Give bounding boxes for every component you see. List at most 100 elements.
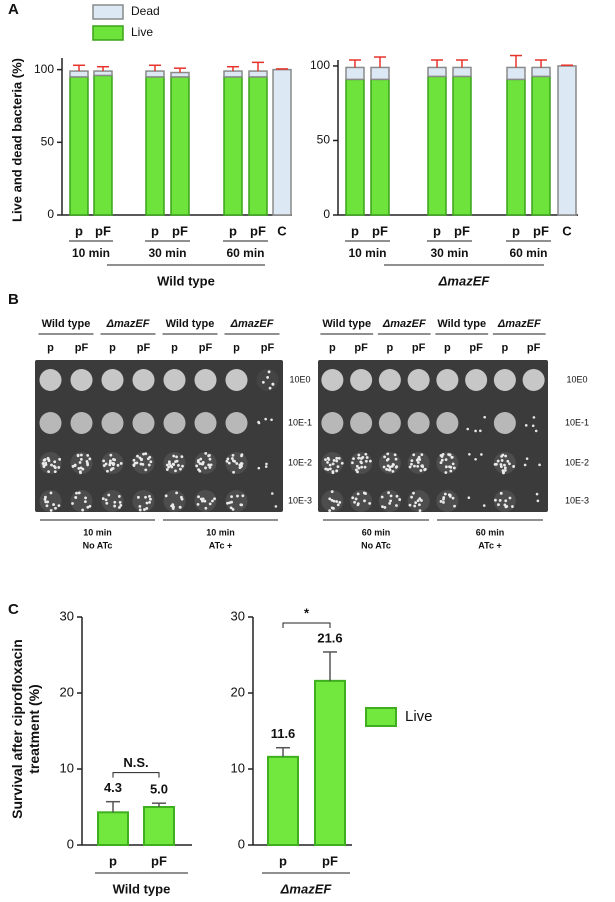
colony (353, 500, 357, 504)
colony (531, 424, 535, 428)
colony (240, 503, 244, 507)
panel-label: A (8, 1, 19, 18)
colony (257, 466, 261, 470)
spot (350, 412, 373, 434)
colony (86, 505, 90, 509)
colony (420, 453, 424, 457)
spot (101, 369, 124, 391)
colony (54, 506, 57, 510)
bar-segment (170, 71, 190, 78)
lane-label: pF (354, 342, 368, 354)
colony (264, 465, 268, 468)
bar-segment (452, 66, 472, 78)
colony (231, 459, 235, 463)
colony (44, 495, 47, 499)
spot (321, 412, 344, 434)
colony (444, 471, 448, 474)
lane-label: p (329, 342, 336, 354)
x-tick-label: pF (172, 223, 188, 238)
colony (423, 468, 427, 472)
colony (172, 454, 176, 458)
colony (77, 466, 81, 470)
dilution-label: 10E-3 (565, 495, 589, 505)
colony (165, 468, 169, 471)
legend-swatch (365, 707, 397, 727)
colony (179, 467, 182, 471)
colony (412, 453, 416, 457)
condition-time: 60 min (476, 527, 505, 537)
error-bar (374, 56, 386, 68)
y-axis-label: Survival after ciprofloxacin treatment (… (9, 639, 42, 819)
colony (493, 498, 497, 502)
colony (499, 465, 503, 469)
colony (386, 452, 390, 456)
x-axis-label: ΔmazEF (280, 881, 333, 896)
x-axis-label: ΔmazEF (438, 273, 491, 288)
colony (45, 504, 49, 508)
colony (175, 455, 178, 459)
colony (81, 467, 85, 471)
colony (330, 490, 334, 494)
colony (363, 499, 366, 503)
spot (101, 490, 124, 512)
colony (270, 418, 273, 422)
colony (111, 461, 115, 465)
x-tick-label: p (151, 223, 159, 238)
colony (231, 453, 235, 457)
annotation: * (304, 605, 310, 620)
lane-label: p (233, 342, 240, 354)
colony (132, 458, 136, 462)
colony (408, 503, 412, 507)
colony (47, 470, 51, 474)
colony (53, 470, 57, 474)
colony (501, 453, 505, 457)
colony (208, 502, 212, 506)
spot (225, 369, 248, 391)
colony (453, 504, 456, 508)
bar-segment (506, 78, 526, 216)
colony (354, 468, 358, 472)
colony (340, 461, 344, 465)
legend-label: Live (131, 25, 153, 39)
spot (522, 369, 545, 391)
colony (337, 456, 341, 460)
spot (39, 490, 62, 512)
colony (43, 497, 47, 501)
y-tick-label: 30 (60, 608, 74, 623)
colony (195, 464, 199, 468)
colony (474, 429, 477, 433)
colony (364, 459, 368, 463)
spot (256, 369, 279, 391)
colony (238, 466, 242, 469)
colony (232, 470, 235, 474)
colony (363, 465, 367, 469)
bar-segment (248, 76, 268, 216)
spot (407, 369, 430, 391)
bar-segment (345, 78, 365, 216)
colony (88, 457, 92, 461)
colony (497, 503, 500, 507)
lane-label: pF (469, 342, 483, 354)
colony (482, 504, 486, 507)
colony (175, 491, 179, 495)
error-bar (323, 651, 337, 681)
colony (442, 501, 445, 504)
y-tick-label: 0 (238, 836, 245, 851)
colony (145, 507, 149, 510)
colony (141, 462, 145, 466)
bar-segment (557, 65, 577, 216)
colony (140, 457, 144, 461)
spot (70, 369, 93, 391)
dilution-label: 10E0 (566, 374, 587, 384)
significance-bracket (282, 622, 331, 628)
bar-segment (345, 66, 365, 81)
bar-segment (531, 66, 551, 78)
colony (76, 453, 80, 457)
bar-segment (223, 76, 243, 216)
colony (209, 463, 213, 467)
colony (180, 455, 184, 459)
colony (523, 463, 527, 467)
colony (420, 464, 424, 468)
colony (118, 506, 121, 509)
y-tick-label: 20 (60, 684, 74, 699)
